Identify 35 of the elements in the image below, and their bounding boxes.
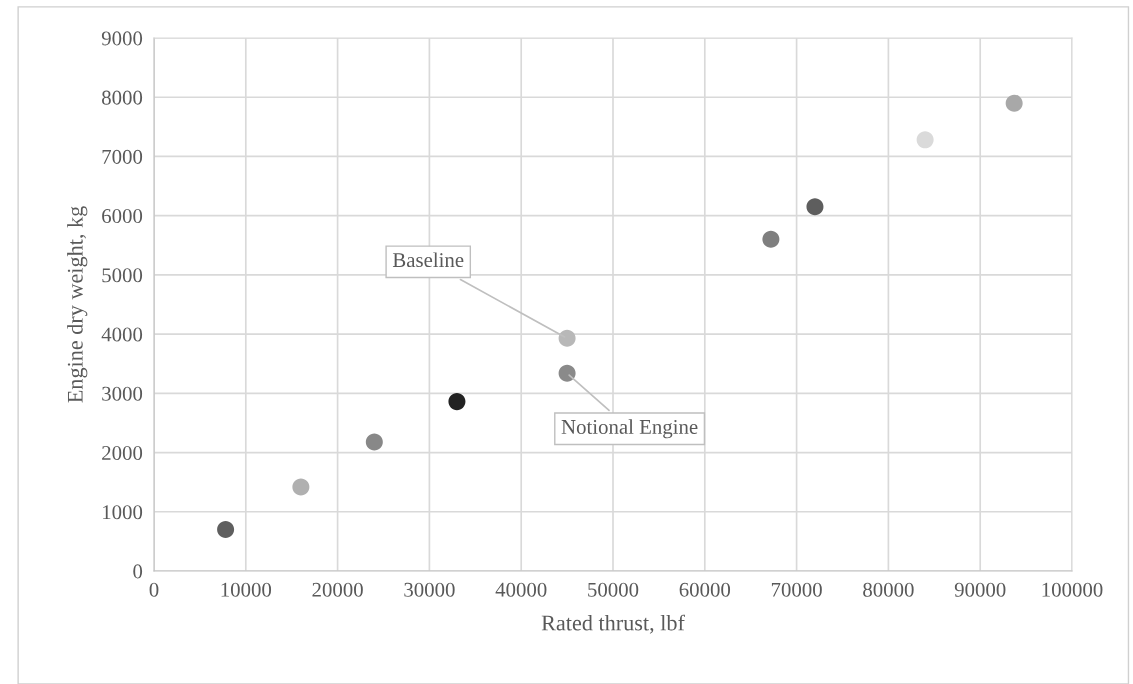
point (365, 433, 383, 451)
x-tick-label: 50000 (588, 582, 639, 597)
y-tick-label: 9000 (101, 31, 143, 46)
point (762, 230, 780, 248)
x-tick-label: 10000 (221, 582, 272, 597)
x-tick-label: 70000 (771, 582, 822, 597)
x-tick-label: 40000 (495, 582, 547, 597)
x-tick-label: 60000 (679, 582, 731, 597)
y-tick-label: 1000 (103, 505, 143, 520)
y-tick-label: 8000 (102, 90, 143, 105)
y-tick-label: 0 (133, 564, 143, 579)
y-tick-label: 5000 (102, 268, 143, 283)
y-tick-label: 7000 (102, 149, 143, 164)
y-tick-label: 2000 (102, 445, 143, 460)
point (558, 364, 576, 382)
point (217, 521, 235, 539)
point (558, 329, 576, 347)
x-tick-label: 30000 (404, 582, 455, 597)
x-tick-label: 90000 (954, 582, 1006, 597)
x-tick-label: 20000 (312, 582, 363, 597)
y-tick-label: 4000 (101, 327, 143, 342)
x-tick-label: 100000 (1042, 582, 1103, 597)
y-tick-label: 3000 (102, 386, 143, 401)
y-axis-title: Engine dry weight, kg (67, 206, 88, 403)
x-axis-title: Rated thrust, lbf (541, 614, 685, 634)
x-tick-label: 0 (149, 582, 159, 597)
point (1005, 94, 1023, 112)
point (448, 393, 466, 411)
point (916, 131, 934, 149)
point (292, 478, 310, 496)
y-tick-label: 6000 (102, 209, 143, 224)
annotation: Notional Engine (561, 419, 698, 439)
annotation: Baseline (392, 252, 464, 268)
x-tick-label: 80000 (863, 582, 914, 597)
point (806, 198, 824, 216)
